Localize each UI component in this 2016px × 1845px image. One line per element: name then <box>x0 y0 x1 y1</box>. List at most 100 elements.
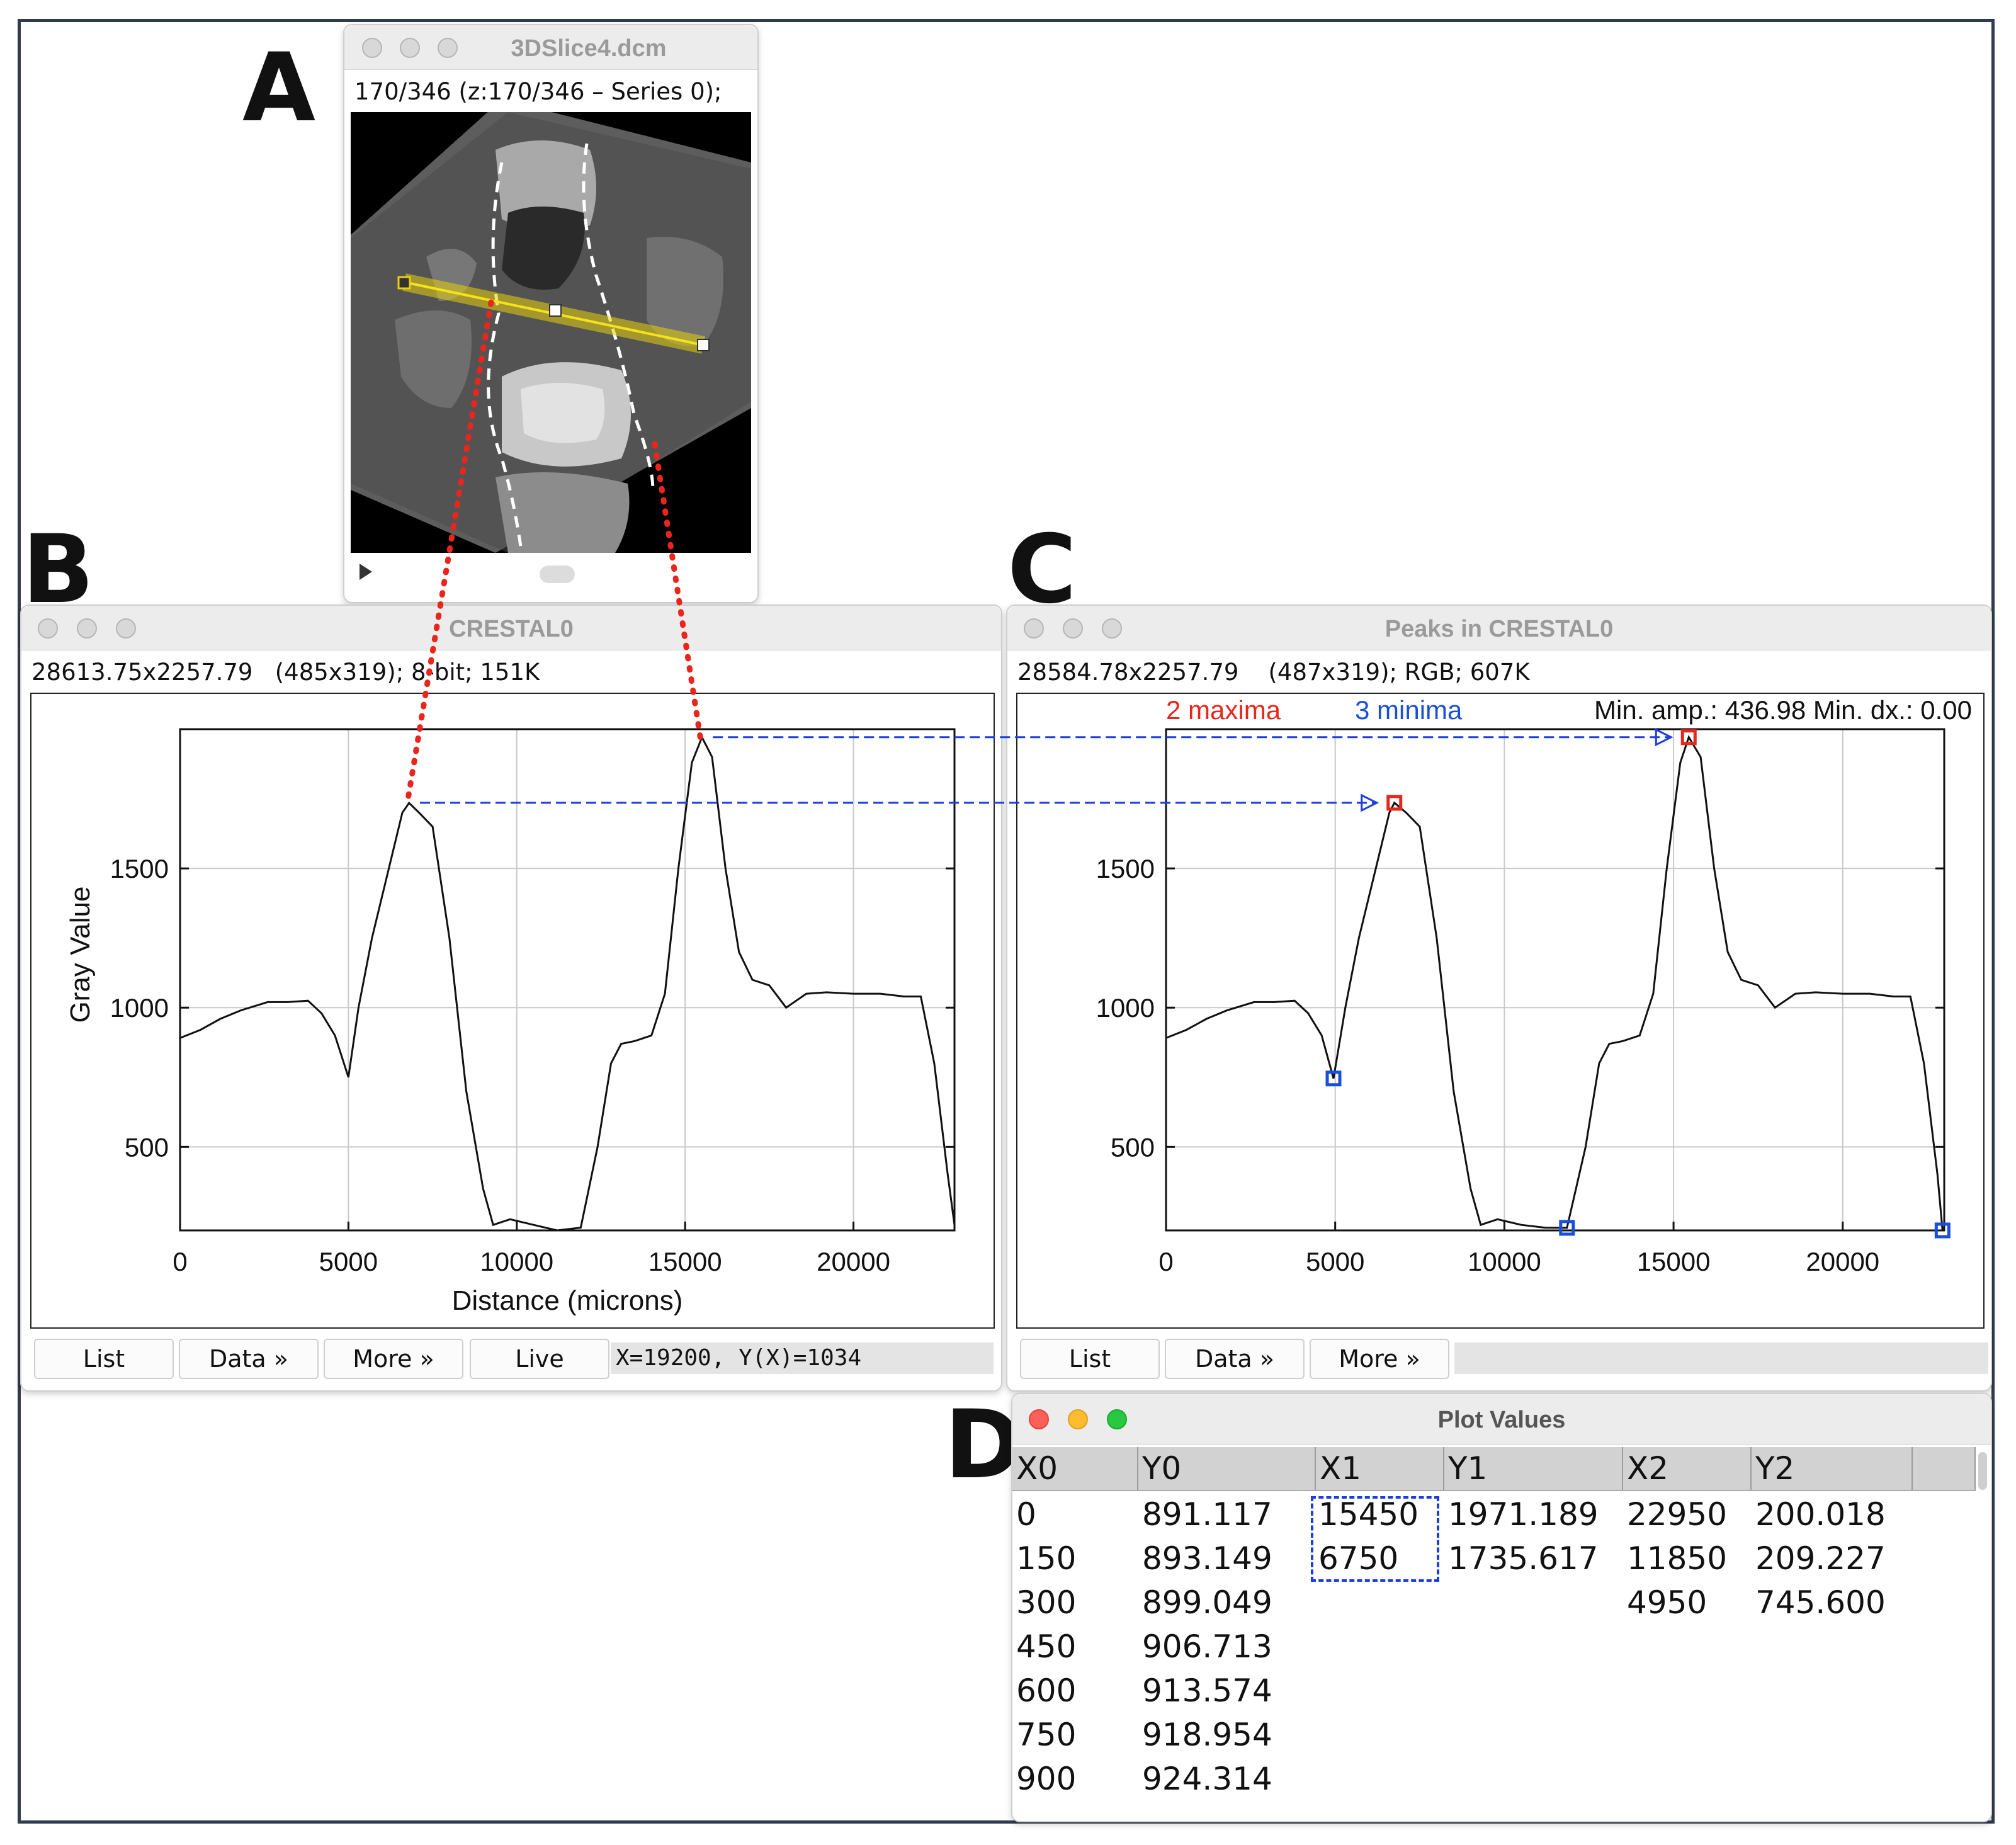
column-header-y0[interactable]: Y0 <box>1138 1447 1316 1490</box>
x-tick-label: 10000 <box>480 1247 553 1276</box>
data-button[interactable]: Data » <box>1165 1339 1305 1379</box>
table-cell[interactable]: 0 <box>1016 1496 1036 1533</box>
table-cell[interactable]: 891.117 <box>1142 1496 1272 1533</box>
panel-label-c: C <box>1007 515 1077 625</box>
table-header: X0 Y0 X1 Y1 X2 Y2 <box>1012 1447 1976 1491</box>
x-axis-label: Distance (microns) <box>452 1285 683 1316</box>
more-button[interactable]: More » <box>1310 1339 1449 1379</box>
profile-line <box>179 735 956 1232</box>
close-button[interactable] <box>362 38 382 58</box>
column-header-y2[interactable]: Y2 <box>1752 1447 1913 1490</box>
panel-label-b: B <box>22 515 94 625</box>
zoom-button[interactable] <box>116 618 136 639</box>
plot-values-titlebar[interactable]: Plot Values <box>1012 1394 1991 1445</box>
x-tick-label: 15000 <box>648 1247 722 1276</box>
table-cell[interactable]: 750 <box>1016 1717 1077 1753</box>
table-cell[interactable]: 899.049 <box>1142 1584 1272 1621</box>
more-button[interactable]: More » <box>324 1339 463 1379</box>
panel-label-a: A <box>242 33 316 143</box>
list-button[interactable]: List <box>34 1339 174 1379</box>
table-cell[interactable]: 1971.189 <box>1448 1496 1599 1533</box>
x-tick-label: 15000 <box>1637 1247 1711 1276</box>
peaks-chart: 0 5000 10000 15000 20000 500 1000 1500 2 maxima 3… <box>1096 695 1972 1276</box>
peaks-window-titlebar[interactable]: Peaks in CRESTAL0 <box>1007 606 1991 650</box>
table-cell[interactable]: 4950 <box>1627 1584 1707 1621</box>
plot-area[interactable]: 0 5000 10000 15000 20000 500 1000 1500 2 maxima 3… <box>1016 693 1985 1329</box>
close-button[interactable] <box>1029 1409 1049 1429</box>
cursor-status <box>1454 1343 1988 1374</box>
window-title: 3DSlice4.dcm <box>511 35 667 62</box>
y-tick-label: 1500 <box>110 854 169 883</box>
peaks-plot-window[interactable]: Peaks in CRESTAL0 28584.78x2257.79 (487x… <box>1006 605 1992 1392</box>
image-window[interactable]: 3DSlice4.dcm 170/346 (z:170/346 – Series… <box>343 24 759 603</box>
window-title: Plot Values <box>1437 1407 1566 1433</box>
profile-plot-window[interactable]: CRESTAL0 28613.75x2257.79 (485x319); 8-b… <box>20 605 1002 1392</box>
table-cell[interactable]: 11850 <box>1627 1540 1728 1577</box>
maximum-marker <box>1680 729 1697 746</box>
table-scrollbar[interactable] <box>1978 1452 1987 1490</box>
column-header-x0[interactable]: X0 <box>1012 1447 1138 1490</box>
x-tick-label: 0 <box>1158 1247 1173 1276</box>
minimize-button[interactable] <box>400 38 420 58</box>
y-tick-label: 500 <box>125 1132 169 1162</box>
plot-info: 28584.78x2257.79 (487x319); RGB; 607K <box>1017 659 1530 686</box>
highlight-box <box>1311 1496 1439 1582</box>
profile-line <box>1165 735 1944 1231</box>
close-button[interactable] <box>38 618 58 639</box>
table-cell[interactable]: 600 <box>1016 1672 1077 1709</box>
ct-slice-image[interactable] <box>351 112 751 553</box>
live-button[interactable]: Live <box>470 1339 609 1379</box>
y-tick-label: 1000 <box>110 993 169 1023</box>
close-button[interactable] <box>1024 618 1044 639</box>
table-cell[interactable]: 200.018 <box>1755 1496 1886 1533</box>
table-cell[interactable]: 900 <box>1016 1761 1077 1797</box>
column-header-x2[interactable]: X2 <box>1623 1447 1752 1490</box>
column-header-x1[interactable]: X1 <box>1316 1447 1444 1490</box>
minimum-marker <box>1325 1070 1342 1087</box>
x-tick-label: 20000 <box>817 1247 890 1276</box>
slice-info: 170/346 (z:170/346 – Series 0); <box>354 78 722 105</box>
plot-frame <box>179 728 956 1232</box>
cursor-status: X=19200, Y(X)=1034 <box>611 1343 994 1374</box>
column-header-empty <box>1913 1447 1976 1490</box>
list-button[interactable]: List <box>1020 1339 1160 1379</box>
table-cell[interactable]: 745.600 <box>1755 1584 1886 1621</box>
minimum-marker <box>1934 1222 1951 1239</box>
image-window-titlebar[interactable]: 3DSlice4.dcm <box>344 25 757 70</box>
figure-frame <box>18 19 1995 1824</box>
minimum-marker <box>1559 1220 1575 1236</box>
table-cell[interactable]: 6750 <box>1318 1540 1399 1577</box>
table-cell[interactable]: 893.149 <box>1142 1540 1272 1577</box>
minimize-button[interactable] <box>1063 618 1083 639</box>
table-cell[interactable]: 150 <box>1016 1540 1077 1577</box>
minimize-button[interactable] <box>1068 1409 1088 1429</box>
slice-scrollbar-thumb[interactable] <box>540 565 575 583</box>
zoom-button[interactable] <box>438 38 458 58</box>
x-tick-label: 0 <box>173 1247 187 1276</box>
column-header-y1[interactable]: Y1 <box>1444 1447 1623 1490</box>
minimize-button[interactable] <box>77 618 97 639</box>
min-amp-label: Min. amp.: 436.98 Min. dx.: 0.00 <box>1594 695 1972 725</box>
table-cell[interactable]: 22950 <box>1627 1496 1728 1533</box>
play-icon[interactable] <box>360 564 372 580</box>
table-cell[interactable]: 1735.617 <box>1448 1540 1599 1577</box>
maximum-marker <box>1386 795 1403 811</box>
plot-area[interactable]: 0 5000 10000 15000 20000 500 1000 1500 Distance … <box>30 693 995 1329</box>
profile-window-titlebar[interactable]: CRESTAL0 <box>21 606 1001 650</box>
y-axis-label: Gray Value <box>65 887 96 1023</box>
table-cell[interactable]: 906.713 <box>1142 1628 1272 1665</box>
table-cell[interactable]: 918.954 <box>1142 1717 1272 1753</box>
zoom-button[interactable] <box>1102 618 1122 639</box>
table-cell[interactable]: 913.574 <box>1142 1672 1272 1709</box>
ct-slice-svg <box>351 112 751 553</box>
x-tick-label: 20000 <box>1806 1247 1879 1276</box>
window-title: CRESTAL0 <box>449 616 574 642</box>
zoom-button[interactable] <box>1107 1409 1127 1429</box>
table-cell[interactable]: 924.314 <box>1142 1761 1272 1797</box>
table-cell[interactable]: 15450 <box>1318 1496 1419 1533</box>
x-tick-label: 5000 <box>319 1247 378 1276</box>
data-button[interactable]: Data » <box>179 1339 319 1379</box>
table-cell[interactable]: 300 <box>1016 1584 1077 1621</box>
table-cell[interactable]: 450 <box>1016 1628 1077 1665</box>
table-cell[interactable]: 209.227 <box>1755 1540 1886 1577</box>
